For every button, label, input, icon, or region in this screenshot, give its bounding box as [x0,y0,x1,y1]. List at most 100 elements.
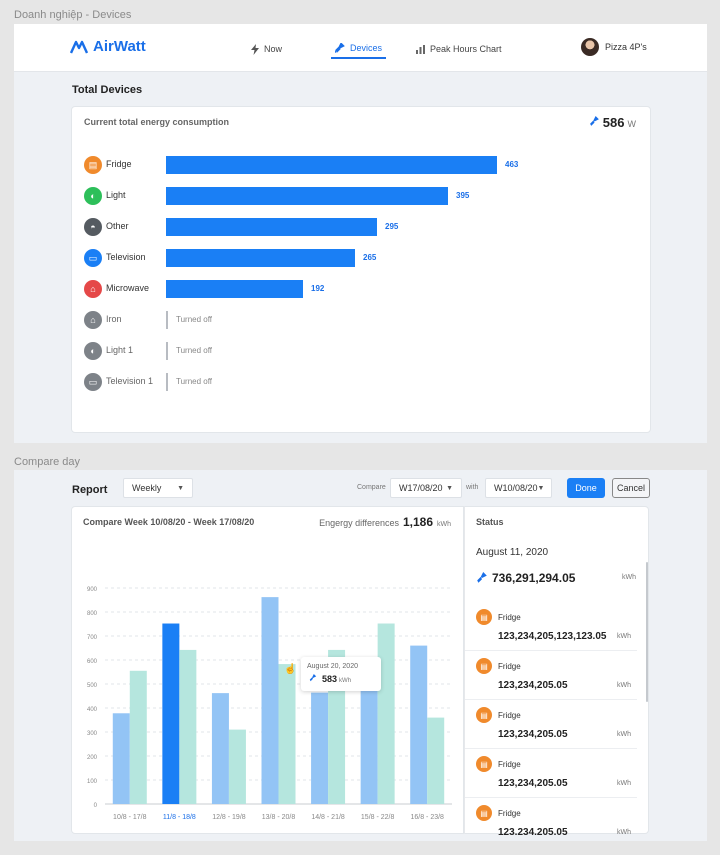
nav-item-peak-hours[interactable]: Peak Hours Chart [416,38,502,60]
device-row[interactable]: ◐ Light 395 [84,186,644,206]
device-off-indicator [166,342,168,360]
status-item-unit: kWh [617,633,631,640]
tv-icon: ▭ [84,249,102,267]
device-row[interactable]: ◐ Light 1 Turned off [84,341,644,361]
fridge-icon: ▤ [476,658,492,674]
plug-icon [477,572,487,583]
total-unit: W [627,119,637,129]
device-row[interactable]: ▭ Television 1 Turned off [84,372,644,392]
compare-bar-chart: 0 100 200 300 400 500 600 700 800 900 10/8 - 17/8 1… [87,587,452,821]
device-row[interactable]: ⌂ Microwave 192 [84,279,644,299]
device-row[interactable]: ⌂ Iron Turned off [84,310,644,330]
period-select[interactable]: Weekly ▼ [123,478,193,498]
device-name: Fridge [106,159,132,169]
chevron-down-icon: ▼ [177,484,184,492]
device-consumption-bar [166,249,355,267]
iron-icon: ⌂ [84,311,102,329]
status-item[interactable]: ▤ Fridge 123,234,205.05 kWh [465,798,637,835]
brand-logo[interactable]: AirWatt [70,38,146,55]
device-row[interactable]: ▤ Fridge 463 [84,155,644,175]
status-item[interactable]: ▤ Fridge 123,234,205.05 kWh [465,700,637,749]
x-tick-label: 11/8 - 18/8 [163,814,196,821]
nav-label-now: Now [264,44,283,54]
status-total: 736,291,294.05 [476,571,575,585]
chart-bar [377,623,395,804]
user-menu[interactable]: Pizza 4P's [581,38,647,56]
device-name: Television [106,252,146,262]
status-title: Status [476,517,504,527]
x-tick-label: 10/8 - 17/8 [113,814,147,821]
device-off-indicator [166,311,168,329]
diff-unit: kWh [437,521,451,528]
device-name: Light [106,190,126,200]
y-tick-label: 200 [87,755,98,761]
with-week-value: W10/08/20 [494,483,538,493]
y-tick-label: 700 [87,635,98,641]
chart-bar [427,717,445,804]
hand-cursor-icon: ☝ [284,664,297,675]
device-name: Microwave [106,283,150,293]
plug-icon [335,42,345,53]
status-item-value: 123,234,205,123,123.05 [498,631,607,642]
chart-title: Compare Week 10/08/20 - Week 17/08/20 [83,517,255,527]
chart-bar [179,649,197,804]
status-date: August 11, 2020 [476,547,549,558]
tooltip-value: 583 kWh [309,674,351,684]
cancel-button[interactable]: Cancel [612,478,650,498]
device-value: 395 [456,191,470,200]
with-week-select[interactable]: W10/08/20 ▼ [485,478,552,498]
status-item-value: 123,234,205.05 [498,827,568,835]
fridge-icon: ▤ [84,156,102,174]
device-value: 192 [311,284,325,293]
bulb-icon: ◐ [84,187,102,205]
status-item-name: Fridge [498,760,521,769]
tooltip-date: August 20, 2020 [307,663,358,670]
nav-label-devices: Devices [350,42,383,53]
chart-bar [311,692,329,804]
page-title: Total Devices [72,84,143,96]
status-total-value: 736,291,294.05 [492,571,576,585]
status-list[interactable]: ▤ Fridge 123,234,205,123,123.05 kWh ▤ Fridge 1… [465,602,650,835]
device-consumption-bar [166,187,448,205]
energy-difference: Engergy differences 1,186 kWh [319,515,451,529]
x-tick-label: 16/8 - 23/8 [410,814,444,821]
plug-icon [589,116,599,126]
compare-week-select[interactable]: W17/08/20 ▼ [390,478,462,498]
fridge-icon: ▤ [476,756,492,772]
device-value: 463 [505,160,519,169]
x-tick-label: 14/8 - 21/8 [311,814,345,821]
chart-bar [410,645,428,804]
tv-icon: ▭ [84,373,102,391]
done-button[interactable]: Done [567,478,605,498]
device-off-indicator [166,373,168,391]
status-item[interactable]: ▤ Fridge 123,234,205.05 kWh [465,749,637,798]
status-item-unit: kWh [617,780,631,787]
status-item-value: 123,234,205.05 [498,680,568,691]
diff-value: 1,186 [402,515,433,529]
device-name: Light 1 [106,345,134,355]
bar-chart-icon [416,44,425,54]
status-item-unit: kWh [617,731,631,738]
chart-bar [228,729,246,804]
chart-bar [261,597,279,804]
devices-frame: AirWatt Now Devices Peak Hours Chart Piz… [14,24,707,443]
airwatt-logo-icon [70,40,88,53]
avatar [581,38,599,56]
device-consumption-bar [166,218,377,236]
status-item-name: Fridge [498,662,521,671]
fridge-icon: ▤ [476,707,492,723]
bolt-icon [251,43,259,55]
frame-label-compare: Compare day [14,456,81,468]
device-row[interactable]: ◓ Other 295 [84,217,644,237]
user-name: Pizza 4P's [605,42,647,52]
status-item[interactable]: ▤ Fridge 123,234,205,123,123.05 kWh [465,602,637,651]
nav-item-now[interactable]: Now [251,38,282,60]
device-row[interactable]: ▭ Television 265 [84,248,644,268]
plug-icon: ◓ [84,218,102,236]
device-name: Television 1 [106,376,154,386]
compare-chart-card: Compare Week 10/08/20 - Week 17/08/20 En… [71,506,464,834]
status-item-unit: kWh [617,829,631,835]
nav-item-devices[interactable]: Devices [331,38,387,59]
status-item[interactable]: ▤ Fridge 123,234,205.05 kWh [465,651,637,700]
status-scrollbar[interactable] [646,562,648,702]
